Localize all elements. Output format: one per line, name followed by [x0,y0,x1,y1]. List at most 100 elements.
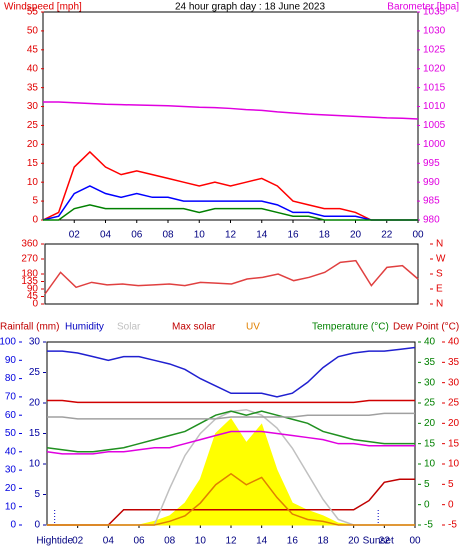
y-tick-label: 40 [5,446,17,457]
y-tick-label: 5 [34,489,40,500]
y-tick-label: 1030 [423,26,446,37]
y-tick-label: 35 [27,82,39,93]
x-tick-label: 20 [348,536,360,547]
y-tick-label: 35 [448,357,460,368]
legend-entry: Solar [117,322,141,333]
y-tick-label: N [436,239,443,250]
y-tick-label: 995 [423,158,440,169]
y-tick-label: 40 [27,63,39,74]
x-tick-label: 12 [225,536,237,547]
x-tick-label: 04 [100,230,112,241]
x-tick-label: 08 [164,536,176,547]
series-line [46,410,415,453]
y-tick-label: 0 [34,520,40,531]
legend-entry: Rainfall (mm) [0,322,59,333]
x-tick-label: 06 [133,536,145,547]
legend-entry: Dew Point (°C) [393,322,459,333]
y-tick-label: 20 [424,418,436,429]
y-tick-label: 55 [27,7,39,18]
y-tick-label: 270 [21,254,38,265]
y-tick-label: 1005 [423,120,446,131]
y-tick-label: 20 [29,398,41,409]
y-tick-label: 30 [448,377,460,388]
y-tick-label: 10 [29,459,41,470]
y-tick-label: 1010 [423,101,446,112]
y-tick-label: 50 [27,26,39,37]
y-tick-label: 5 [32,196,38,207]
y-tick-label: 30 [29,337,41,348]
x-tick-label: 14 [256,536,268,547]
plot-frame [44,243,419,305]
y-tick-label: 70 [5,392,17,403]
x-tick-label: 02 [72,536,84,547]
y-tick-label: W [436,254,446,265]
y-tick-label: -5 [448,520,457,531]
series-line [44,259,419,295]
y-tick-label: 15 [448,438,460,449]
y-tick-label: 30 [424,377,436,388]
x-tick-label: 10 [195,536,207,547]
y-tick-label: 1025 [423,44,446,55]
series-line [42,150,418,221]
x-tick-label: 04 [103,536,115,547]
x-tick-label: 10 [194,230,206,241]
y-tick-label: 10 [27,177,39,188]
y-tick-label: 1015 [423,82,446,93]
y-tick-label: 0 [32,215,38,226]
y-tick-label: 1000 [423,139,446,150]
x-tick-label: 06 [131,230,143,241]
y-tick-label: 15 [29,428,41,439]
y-tick-label: 45 [27,291,39,302]
y-tick-label: 45 [27,44,39,55]
y-tick-label: -5 [424,520,433,531]
y-tick-label: 135 [21,276,38,287]
y-tick-label: 40 [448,337,460,348]
y2-axis-label: Barometer [hpa] [387,2,459,13]
x-tick-label: 08 [162,230,174,241]
y-tick-label: 30 [27,101,39,112]
y-tick-label: 1035 [423,7,446,18]
y-tick-label: 10 [448,459,460,470]
series-line [47,472,415,526]
annotation: Sunset [363,536,394,547]
x-tick-label: 22 [379,536,391,547]
legend-entry: Temperature (°C) [312,322,389,333]
series-line [43,101,419,120]
y-tick-label: 40 [424,337,436,348]
y-tick-label: 1020 [423,63,446,74]
y-tick-label: N [436,299,443,310]
y-tick-label: 25 [424,398,436,409]
y-tick-label: 0 [448,499,454,510]
y-tick-label: 80 [5,373,17,384]
y-tick-label: S [436,269,443,280]
y-tick-label: 980 [423,215,440,226]
y-tick-label: 90 [5,355,17,366]
y-tick-label: 100 [0,337,16,348]
y-tick-label: 10 [5,501,17,512]
y-tick-label: 25 [448,398,460,409]
y-tick-label: 25 [27,120,39,131]
y-tick-label: 0 [10,520,16,531]
legend-entry: Humidity [65,322,104,333]
y-tick-label: 0 [424,499,430,510]
x-tick-label: 12 [225,230,237,241]
x-tick-label: 18 [319,230,331,241]
y-tick-label: 10 [424,459,436,470]
series-line [43,204,418,221]
y-tick-label: 35 [424,357,436,368]
x-tick-label: 16 [287,536,299,547]
y-tick-label: 5 [448,479,454,490]
x-tick-label: 00 [412,230,424,241]
y-tick-label: 20 [27,139,39,150]
y-tick-label: 30 [5,465,17,476]
y-tick-label: E [436,284,443,295]
x-tick-label: 00 [409,536,421,547]
y-tick-label: 180 [21,269,38,280]
x-tick-label: 18 [317,536,329,547]
y-tick-label: 90 [27,284,39,295]
series-line [42,185,418,221]
series-line [47,412,415,420]
y-tick-label: 25 [29,367,41,378]
y-tick-label: 985 [423,196,440,207]
